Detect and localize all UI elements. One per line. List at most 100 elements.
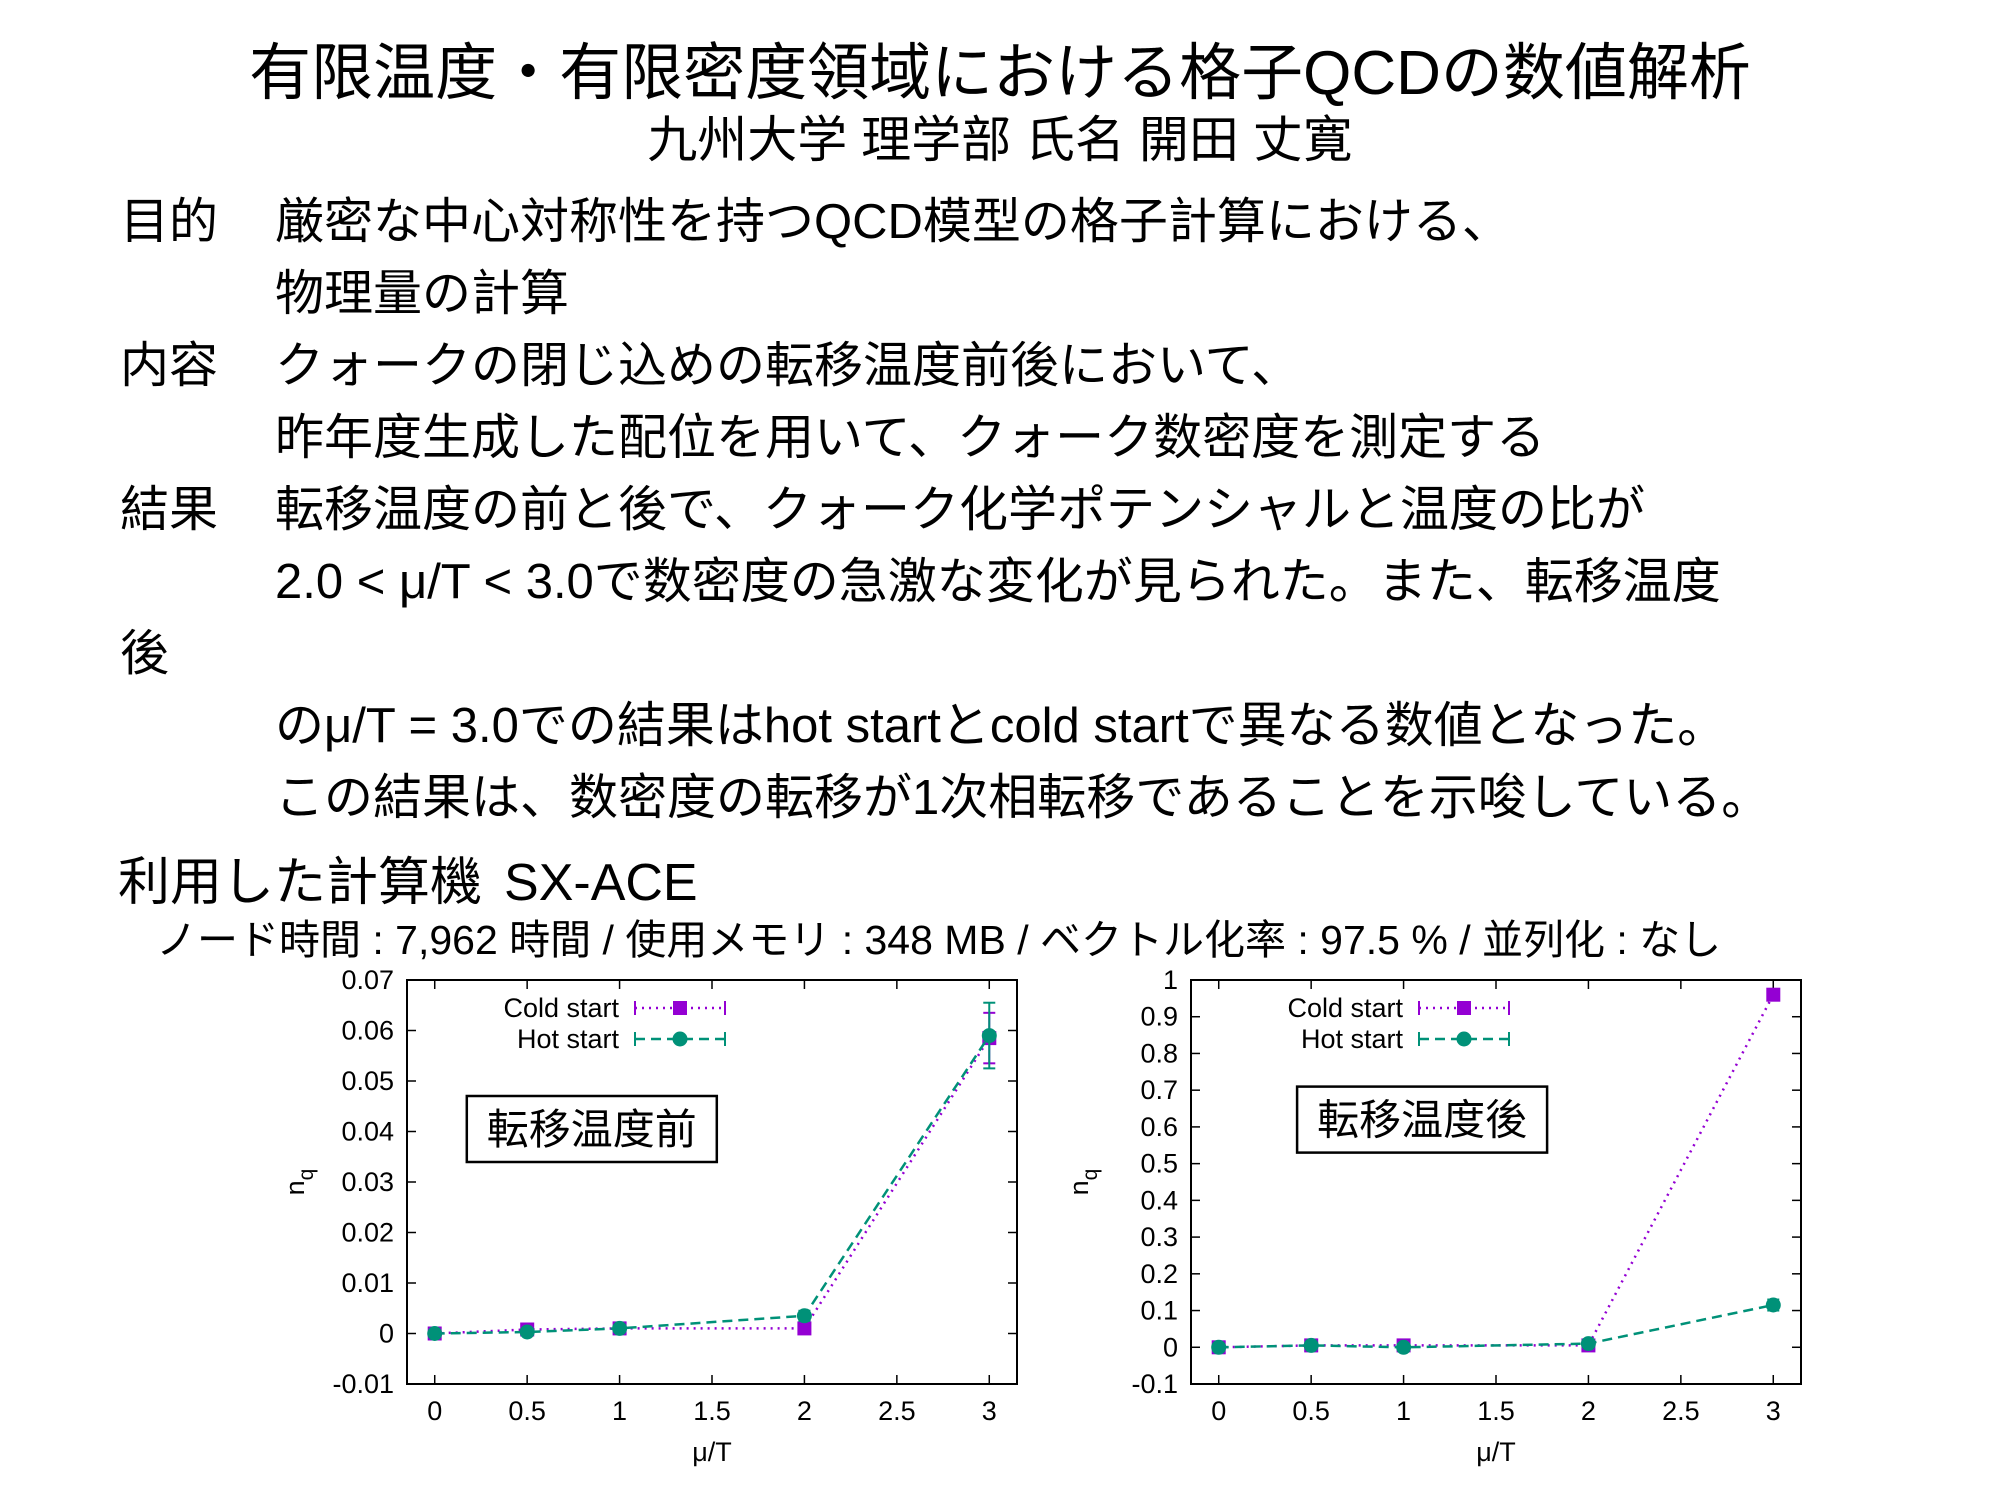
- x-tick-label: 3: [982, 1396, 997, 1426]
- y-tick-label: 0.03: [341, 1167, 394, 1197]
- x-tick-label: 2.5: [878, 1396, 916, 1426]
- data-point: [1211, 1339, 1227, 1355]
- x-tick-label: 3: [1766, 1396, 1781, 1426]
- legend-label: Hot start: [1301, 1024, 1404, 1054]
- data-point: [1580, 1336, 1596, 1352]
- x-tick-label: 1.5: [693, 1396, 731, 1426]
- resource-stats: ノード時間 : 7,962 時間 / 使用メモリ : 348 MB / ベクトル…: [156, 917, 1722, 963]
- series-hot-start: Hot start: [1211, 1024, 1781, 1355]
- annotation-box: 転移温度後: [1295, 1085, 1549, 1154]
- data-point: [1396, 1339, 1412, 1355]
- y-axis-label: nq: [280, 1169, 318, 1196]
- x-tick-label: 0.5: [508, 1396, 546, 1426]
- body-line-text: 後: [120, 627, 170, 681]
- y-tick-label: -0.01: [332, 1369, 394, 1399]
- body-line-text: 物理量の計算: [275, 267, 570, 321]
- plot-frame: 0 0.5 1 1.5 2 2.5 3 -0.01 0 0.01 0.02 0.03 0.04 0.05 0…: [280, 965, 1018, 1467]
- body-line: 結果 転移温度の前と後で、クォーク化学ポテンシャルと温度の比が: [120, 474, 1970, 546]
- body-line-text: のμ/T = 3.0での結果はhot startとcold startで異なる数…: [275, 699, 1727, 753]
- body-line-text: 厳密な中心対称性を持つQCD模型の格子計算における、: [275, 195, 1511, 249]
- y-tick-label: 0: [1163, 1332, 1178, 1362]
- y-tick-label: 0.4: [1140, 1185, 1178, 1215]
- x-tick-label: 2.5: [1662, 1396, 1700, 1426]
- machine-line: 利用した計算機 SX-ACE: [118, 840, 698, 915]
- section-label: 結果: [120, 483, 219, 537]
- y-tick-label: 0.02: [341, 1218, 394, 1248]
- data-point: [519, 1324, 535, 1340]
- data-point: [1766, 987, 1781, 1002]
- chart-after-transition: 0 0.5 1 1.5 2 2.5 3 -0.1 0 0.1 0.2 0.3 0.4 0.5 0.6 0.7 0…: [1064, 965, 1802, 1467]
- legend-entry: Cold start: [503, 993, 726, 1023]
- body-line: 内容 クォークの閉じ込めの転移温度前後において、: [120, 330, 1970, 402]
- plot-frame: 0 0.5 1 1.5 2 2.5 3 -0.1 0 0.1 0.2 0.3 0.4 0.5 0.6 0.7 0…: [1064, 965, 1802, 1467]
- y-tick-label: -0.1: [1131, 1369, 1178, 1399]
- x-tick-label: 1: [1396, 1396, 1411, 1426]
- body-line: 後: [120, 618, 1970, 690]
- series-hot-start: Hot start: [427, 1001, 997, 1341]
- x-tick-label: 0.5: [1292, 1396, 1330, 1426]
- section-label: [120, 690, 275, 762]
- y-tick-label: 0.07: [341, 965, 394, 995]
- body-line: 物理量の計算: [120, 258, 1970, 330]
- chart-before-transition: 0 0.5 1 1.5 2 2.5 3 -0.01 0 0.01 0.02 0.03 0.04 0.05 0…: [280, 965, 1018, 1467]
- x-tick-label: 2: [1581, 1396, 1596, 1426]
- body-text: 目的 厳密な中心対称性を持つQCD模型の格子計算における、 物理量の計算内容 クォーク…: [120, 186, 1970, 834]
- y-tick-label: 0.6: [1140, 1112, 1178, 1142]
- y-tick-label: 0.1: [1140, 1296, 1178, 1326]
- y-tick-label: 0.2: [1140, 1259, 1178, 1289]
- y-tick-label: 0.06: [341, 1016, 394, 1046]
- data-point: [1765, 1297, 1781, 1313]
- y-tick-label: 0.7: [1140, 1075, 1178, 1105]
- annotation-box: 転移温度前: [465, 1094, 719, 1164]
- section-label: [120, 546, 275, 618]
- y-tick-label: 0.8: [1140, 1038, 1178, 1068]
- machine-name: SX-ACE: [504, 854, 698, 912]
- legend-label: Cold start: [1287, 993, 1403, 1023]
- y-tick-label: 0: [379, 1319, 394, 1349]
- y-tick-label: 0.9: [1140, 1002, 1178, 1032]
- section-label: 内容: [120, 339, 219, 393]
- series-cold-start: Cold start: [427, 993, 997, 1341]
- body-line: 目的 厳密な中心対称性を持つQCD模型の格子計算における、: [120, 186, 1970, 258]
- legend-entry: Hot start: [517, 1024, 726, 1054]
- x-tick-label: 0: [1211, 1396, 1226, 1426]
- section-label: [120, 402, 275, 474]
- body-line: この結果は、数密度の転移が1次相転移であることを示唆している。: [120, 762, 1970, 834]
- section-label: [120, 762, 275, 834]
- y-tick-label: 0.01: [341, 1268, 394, 1298]
- data-point: [981, 1028, 997, 1044]
- y-axis-label: nq: [1064, 1169, 1102, 1196]
- data-point: [612, 1320, 628, 1336]
- body-line-text: この結果は、数密度の転移が1次相転移であることを示唆している。: [275, 771, 1771, 825]
- y-tick-label: 0.5: [1140, 1149, 1178, 1179]
- x-axis-label: μ/T: [692, 1437, 732, 1467]
- annotation-text: 転移温度後: [1317, 1097, 1527, 1144]
- legend-label: Hot start: [517, 1024, 620, 1054]
- data-point: [797, 1321, 812, 1336]
- x-tick-label: 1.5: [1477, 1396, 1515, 1426]
- body-line-text: クォークの閉じ込めの転移温度前後において、: [275, 339, 1301, 393]
- body-line-text: 2.0 < μ/T < 3.0で数密度の急激な変化が見られた。また、転移温度: [275, 555, 1721, 609]
- data-point: [796, 1308, 812, 1324]
- slide-title: 有限温度・有限密度領域における格子QCDの数値解析: [249, 39, 1751, 108]
- charts-row: 0 0.5 1 1.5 2 2.5 3 -0.01 0 0.01 0.02 0.03 0.04 0.05 0…: [272, 964, 1816, 1469]
- section-label: 目的: [120, 195, 219, 249]
- body-line-text: 昨年度生成した配位を用いて、クォーク数密度を測定する: [275, 411, 1546, 465]
- data-point: [1303, 1337, 1319, 1353]
- legend-entry: Cold start: [1287, 993, 1510, 1023]
- slide-subtitle: 九州大学 理学部 氏名 開田 丈寛: [647, 112, 1353, 168]
- body-line-text: 転移温度の前と後で、クォーク化学ポテンシャルと温度の比が: [275, 483, 1646, 537]
- series-cold-start: Cold start: [1211, 987, 1781, 1355]
- body-line: 2.0 < μ/T < 3.0で数密度の急激な変化が見られた。また、転移温度: [120, 546, 1970, 618]
- x-tick-label: 0: [427, 1396, 442, 1426]
- y-tick-label: 1: [1163, 965, 1178, 995]
- annotation-text: 転移温度前: [487, 1106, 697, 1153]
- legend-label: Cold start: [503, 993, 619, 1023]
- section-label: [120, 258, 275, 330]
- y-tick-label: 0.05: [341, 1066, 394, 1096]
- x-tick-label: 2: [797, 1396, 812, 1426]
- body-line: のμ/T = 3.0での結果はhot startとcold startで異なる数…: [120, 690, 1970, 762]
- data-point: [427, 1326, 443, 1341]
- y-tick-label: 0.3: [1140, 1222, 1178, 1252]
